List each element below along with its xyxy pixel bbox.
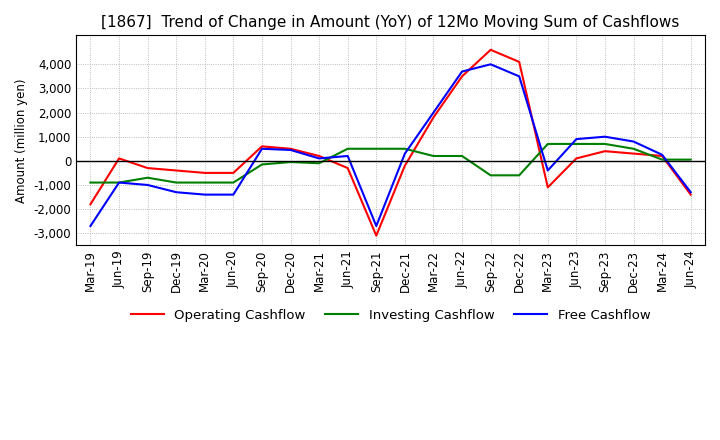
Operating Cashflow xyxy=(600,149,609,154)
Investing Cashflow xyxy=(572,141,581,147)
Operating Cashflow xyxy=(629,151,638,156)
Free Cashflow xyxy=(287,147,295,153)
Operating Cashflow xyxy=(515,59,523,65)
Operating Cashflow xyxy=(258,144,266,149)
Free Cashflow xyxy=(229,192,238,197)
Operating Cashflow xyxy=(486,47,495,52)
Investing Cashflow xyxy=(458,154,467,159)
Operating Cashflow xyxy=(229,170,238,176)
Free Cashflow xyxy=(172,190,181,195)
Free Cashflow xyxy=(686,190,695,195)
Investing Cashflow xyxy=(486,172,495,178)
Free Cashflow xyxy=(572,136,581,142)
Operating Cashflow xyxy=(143,165,152,171)
Investing Cashflow xyxy=(629,146,638,151)
Line: Investing Cashflow: Investing Cashflow xyxy=(91,144,690,183)
Investing Cashflow xyxy=(114,180,123,185)
Free Cashflow xyxy=(372,224,381,229)
Investing Cashflow xyxy=(200,180,209,185)
Investing Cashflow xyxy=(600,141,609,147)
Investing Cashflow xyxy=(343,146,352,151)
Legend: Operating Cashflow, Investing Cashflow, Free Cashflow: Operating Cashflow, Investing Cashflow, … xyxy=(125,303,656,327)
Line: Operating Cashflow: Operating Cashflow xyxy=(91,50,690,236)
Free Cashflow xyxy=(86,224,95,229)
Free Cashflow xyxy=(315,156,323,161)
Title: [1867]  Trend of Change in Amount (YoY) of 12Mo Moving Sum of Cashflows: [1867] Trend of Change in Amount (YoY) o… xyxy=(102,15,680,30)
Free Cashflow xyxy=(400,151,409,156)
Operating Cashflow xyxy=(200,170,209,176)
Operating Cashflow xyxy=(172,168,181,173)
Operating Cashflow xyxy=(544,185,552,190)
Operating Cashflow xyxy=(114,156,123,161)
Free Cashflow xyxy=(629,139,638,144)
Operating Cashflow xyxy=(315,154,323,159)
Free Cashflow xyxy=(429,110,438,115)
Investing Cashflow xyxy=(287,159,295,165)
Investing Cashflow xyxy=(372,146,381,151)
Operating Cashflow xyxy=(372,233,381,238)
Free Cashflow xyxy=(600,134,609,139)
Investing Cashflow xyxy=(143,175,152,180)
Free Cashflow xyxy=(143,182,152,187)
Investing Cashflow xyxy=(172,180,181,185)
Operating Cashflow xyxy=(86,202,95,207)
Operating Cashflow xyxy=(572,156,581,161)
Investing Cashflow xyxy=(544,141,552,147)
Investing Cashflow xyxy=(658,157,667,162)
Operating Cashflow xyxy=(686,192,695,197)
Operating Cashflow xyxy=(658,154,667,159)
Free Cashflow xyxy=(515,74,523,79)
Operating Cashflow xyxy=(343,165,352,171)
Investing Cashflow xyxy=(429,154,438,159)
Free Cashflow xyxy=(658,152,667,158)
Investing Cashflow xyxy=(86,180,95,185)
Investing Cashflow xyxy=(229,180,238,185)
Operating Cashflow xyxy=(400,163,409,168)
Investing Cashflow xyxy=(315,161,323,166)
Operating Cashflow xyxy=(458,74,467,79)
Free Cashflow xyxy=(258,146,266,151)
Free Cashflow xyxy=(486,62,495,67)
Investing Cashflow xyxy=(686,157,695,162)
Investing Cashflow xyxy=(515,172,523,178)
Operating Cashflow xyxy=(287,146,295,151)
Operating Cashflow xyxy=(429,115,438,120)
Investing Cashflow xyxy=(400,146,409,151)
Line: Free Cashflow: Free Cashflow xyxy=(91,64,690,226)
Free Cashflow xyxy=(114,180,123,185)
Free Cashflow xyxy=(200,192,209,197)
Investing Cashflow xyxy=(258,162,266,167)
Free Cashflow xyxy=(458,69,467,74)
Free Cashflow xyxy=(343,154,352,159)
Y-axis label: Amount (million yen): Amount (million yen) xyxy=(15,78,28,202)
Free Cashflow xyxy=(544,168,552,173)
